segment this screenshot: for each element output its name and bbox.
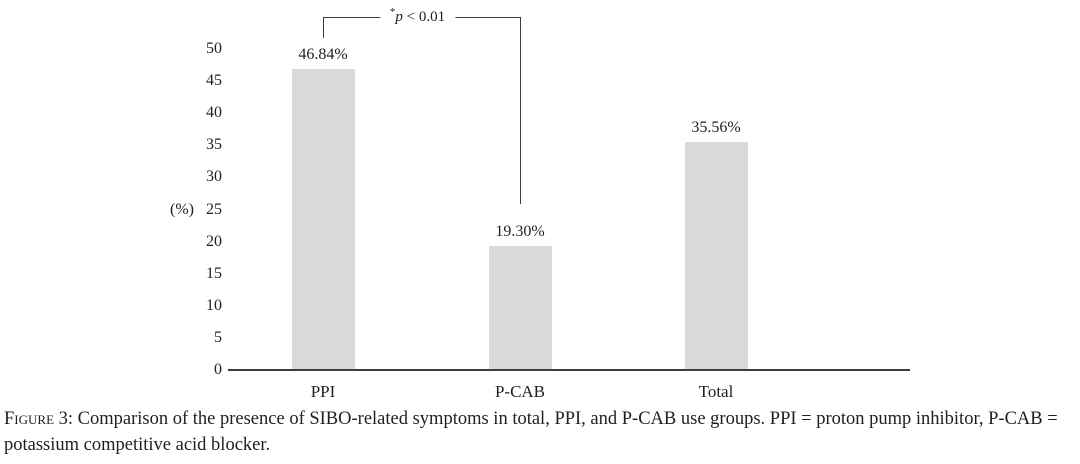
significance-pvar: p (395, 9, 403, 25)
value-label-p-cab: 19.30% (495, 223, 545, 241)
bar-ppi (291, 69, 355, 369)
value-label-total: 35.56% (691, 118, 741, 136)
bar-p-cab (488, 246, 552, 369)
significance-value: < 0.01 (402, 9, 446, 25)
significance-label: *p < 0.01 (379, 6, 456, 28)
y-tick-label-15: 15 (206, 264, 222, 282)
value-label-ppi: 46.84% (298, 46, 348, 64)
significance-star: * (389, 6, 396, 18)
significance-bracket-right-leg (520, 17, 521, 204)
y-tick-label-45: 45 (206, 72, 222, 90)
y-tick-label-35: 35 (206, 136, 222, 154)
y-tick-label-20: 20 (206, 232, 222, 250)
x-axis-line (228, 369, 910, 371)
plot-area: (%) *p < 0.01 0 5 10 15 20 25 30 35 40 45 50 46.84%… (170, 6, 910, 401)
x-tick-label-ppi: PPI (310, 382, 336, 401)
y-tick-label-30: 30 (206, 168, 222, 186)
y-tick-label-10: 10 (206, 296, 222, 314)
x-tick-label-p-cab: P-CAB (494, 382, 546, 401)
y-tick-label-50: 50 (206, 40, 222, 57)
y-tick-label-40: 40 (206, 104, 222, 122)
y-tick-label-0: 0 (214, 361, 222, 378)
significance-bracket-left-leg (323, 17, 324, 38)
y-tick-label-5: 5 (214, 328, 222, 346)
bar-total (684, 141, 748, 369)
figure-caption: Figure 3: Comparison of the presence of … (4, 406, 1076, 458)
y-tick-label-25: 25 (206, 200, 222, 218)
figure-caption-label: Figure 3: (4, 409, 74, 429)
y-axis-label: (%) (170, 200, 194, 218)
figure-caption-text: Comparison of the presence of SIBO-relat… (4, 409, 1058, 455)
x-tick-label-total: Total (698, 382, 734, 401)
